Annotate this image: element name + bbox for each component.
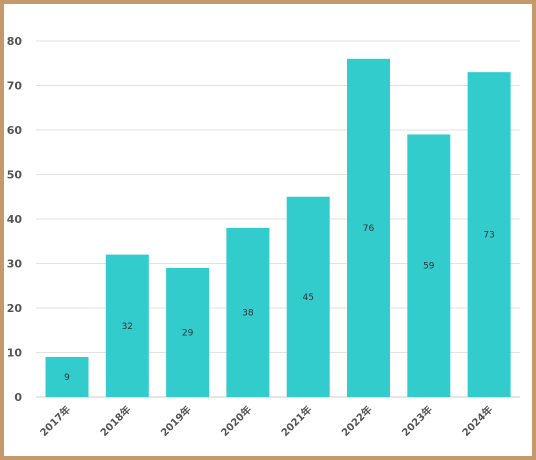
- bars: [45, 58, 511, 398]
- bar: [407, 134, 451, 397]
- bar: [105, 254, 149, 397]
- data-label: 76: [363, 224, 375, 234]
- x-tick-label: 2021年: [278, 403, 314, 439]
- bar: [467, 72, 511, 398]
- y-tick-label: 70: [7, 80, 23, 93]
- bar: [166, 267, 210, 397]
- x-tick-label: 2023年: [399, 403, 435, 439]
- bar: [45, 356, 89, 397]
- y-axis-ticks: 0 10 20 30 40 50 60 70 80: [7, 35, 23, 404]
- y-tick-label: 10: [7, 347, 23, 360]
- data-labels: 9 32 29 38 45 76 59 73: [64, 224, 495, 383]
- data-label: 9: [64, 373, 70, 383]
- y-tick-label: 0: [14, 391, 22, 404]
- x-tick-label: 2022年: [339, 403, 375, 439]
- y-tick-label: 20: [7, 302, 23, 315]
- bar: [347, 58, 390, 398]
- data-label: 38: [242, 308, 254, 318]
- data-label: 59: [423, 262, 435, 272]
- y-tick-label: 80: [7, 35, 23, 48]
- y-tick-label: 30: [7, 258, 23, 271]
- bar: [226, 227, 270, 397]
- x-tick-label: 2018年: [97, 403, 133, 439]
- y-tick-label: 40: [7, 213, 23, 226]
- x-tick-label: 2019年: [158, 403, 194, 439]
- x-tick-label: 2017年: [37, 403, 73, 439]
- y-tick-label: 60: [7, 124, 23, 137]
- y-tick-label: 50: [7, 169, 23, 182]
- x-axis-ticks: 2017年 2018年 2019年 2020年 2021年 2022年 2023年 2024年: [37, 403, 495, 439]
- data-label: 29: [182, 328, 194, 338]
- data-label: 32: [122, 322, 133, 332]
- x-tick-label: 2024年: [459, 403, 495, 439]
- data-label: 73: [483, 231, 494, 241]
- data-label: 45: [302, 293, 313, 303]
- bar: [286, 196, 330, 397]
- x-tick-label: 2020年: [218, 403, 254, 439]
